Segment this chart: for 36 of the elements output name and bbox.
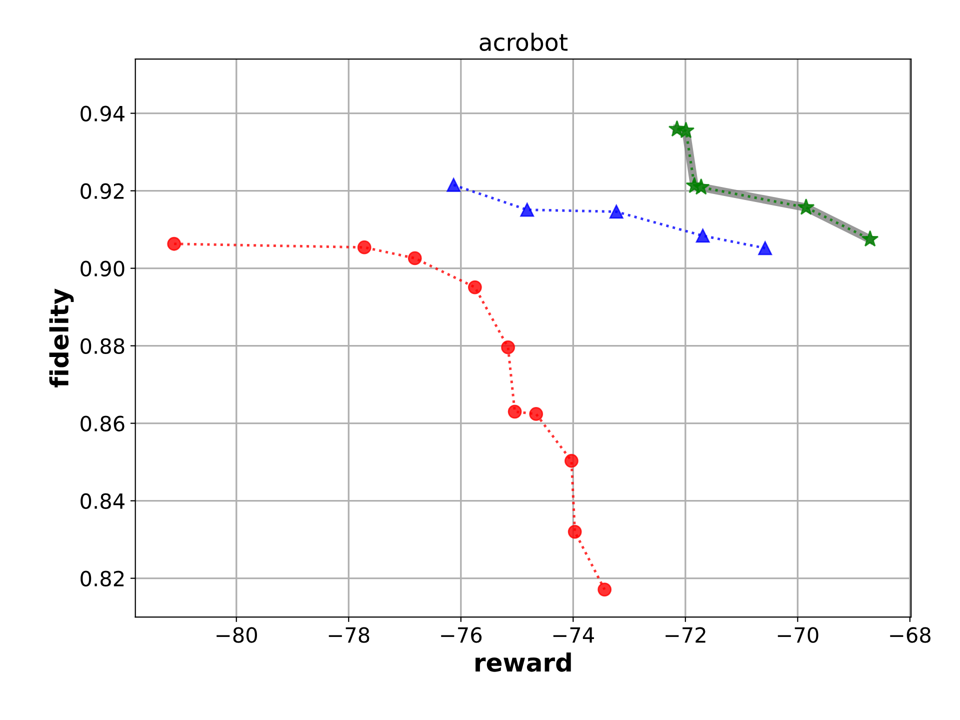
- point: [564, 454, 578, 468]
- y-tick-label: 0.84: [80, 493, 124, 509]
- x-tick-label: −78: [328, 627, 370, 643]
- x-tick-label: −80: [216, 627, 257, 643]
- point: [501, 340, 515, 354]
- y-tick-label: 0.88: [80, 338, 124, 354]
- point: [508, 404, 522, 419]
- point: [692, 178, 710, 195]
- point: [446, 178, 461, 192]
- point: [677, 122, 695, 138]
- point: [520, 202, 534, 217]
- x-tick-label: −76: [441, 627, 482, 643]
- point: [167, 236, 182, 251]
- chart-title: acrobot: [480, 32, 568, 52]
- y-tick-label: 0.82: [80, 570, 124, 586]
- point: [598, 582, 612, 596]
- x-tick-label: −68: [890, 627, 930, 643]
- point: [568, 524, 582, 539]
- point: [696, 228, 710, 243]
- x-tick-label: −72: [666, 627, 706, 643]
- y-tick-label: 0.90: [80, 260, 124, 276]
- point: [357, 240, 372, 254]
- y-axis-title: fidelity: [49, 288, 74, 388]
- x-tick-label: −70: [778, 627, 818, 643]
- point: [468, 280, 482, 294]
- point: [408, 251, 422, 266]
- point: [861, 230, 879, 247]
- x-tick-label: −74: [553, 627, 594, 643]
- y-tick-label: 0.92: [80, 183, 124, 199]
- x-axis-title: reward: [476, 652, 571, 672]
- y-tick-label: 0.94: [80, 106, 124, 122]
- point: [758, 241, 772, 256]
- point: [609, 204, 624, 219]
- y-tick-label: 0.86: [80, 416, 124, 432]
- point: [797, 198, 815, 215]
- point: [529, 407, 544, 421]
